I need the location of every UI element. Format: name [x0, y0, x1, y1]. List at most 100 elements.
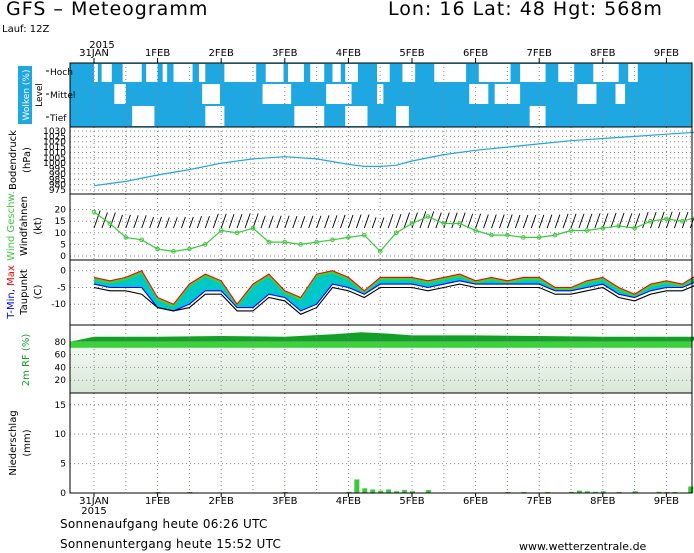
cloud-gap-mittel	[262, 84, 292, 104]
cloud-gap-hoch	[265, 64, 284, 82]
wind-barb	[188, 216, 194, 229]
cloud-gap-tief	[294, 106, 325, 126]
cloud-gap-hoch	[434, 64, 467, 82]
precip-bar	[592, 491, 598, 493]
day-label-bottom: 8FEB	[590, 496, 615, 507]
day-label-top: 4FEB	[336, 48, 361, 59]
precip-bar	[632, 491, 638, 493]
wind-barb	[93, 210, 101, 229]
cloud-gap-hoch	[558, 64, 575, 82]
cloud-gap-tief	[345, 106, 368, 126]
pressure-tick-label: 1010	[43, 148, 66, 158]
wind-speed-point	[584, 228, 590, 233]
dewpoint-line	[93, 283, 694, 315]
temperature-frame	[69, 259, 693, 326]
wind-speed-point	[107, 221, 113, 226]
year-label-top: 2015	[89, 40, 114, 51]
dewpoint-axis-label: Taupunkt	[19, 269, 30, 316]
wind-speed-point	[171, 249, 176, 254]
source-url[interactable]: www.wetterzentrale.de	[519, 540, 647, 553]
temp-warm-band	[94, 270, 694, 308]
wind-tick-label: 20	[55, 206, 67, 216]
cloud-gap-hoch	[224, 64, 257, 82]
pressure-tick-label: 1030	[43, 127, 66, 137]
cloud-gap-mittel	[615, 84, 626, 104]
humidity-tick-label: 60	[55, 351, 67, 361]
wind-barb	[522, 214, 529, 229]
wind-barb	[236, 214, 243, 229]
sunset-text: Sonnenuntergang heute 15:52 UTC	[60, 537, 282, 551]
precip-bar	[386, 489, 392, 493]
cloud-gap-hoch	[478, 64, 511, 82]
cloud-axis-label: Wolken (%)	[22, 70, 32, 121]
wind-speed-point	[250, 225, 256, 231]
wind-barb	[689, 216, 694, 229]
cloud-gap-mittel	[202, 84, 220, 104]
cloud-gap-tief	[396, 106, 409, 126]
wind-barb	[403, 212, 410, 229]
pressure-axis-label: Bodendruck	[8, 130, 19, 190]
wind-speed-point	[632, 225, 637, 231]
day-label-bottom: 7FEB	[527, 496, 552, 507]
wind-barb	[260, 215, 266, 229]
wind-barb	[586, 213, 593, 229]
precip-bar	[378, 490, 384, 493]
pressure-tick-label: 1000	[43, 159, 66, 169]
cloud-gap-mittel	[577, 84, 597, 104]
wind-barb	[538, 214, 545, 229]
wind-barb	[642, 212, 649, 229]
wind-barb	[292, 216, 298, 229]
day-label-bottom: 31JAN	[79, 496, 109, 507]
wind-barb	[395, 214, 402, 229]
humidity-tick-label: 20	[55, 376, 67, 386]
cloud-gap-hoch	[628, 64, 638, 82]
day-label-top: 5FEB	[399, 48, 424, 59]
wind-speed-point	[377, 249, 383, 254]
pressure-tick-label: 975	[49, 186, 66, 196]
wind-barb	[483, 214, 489, 229]
pressure-tick-label: 985	[49, 175, 66, 185]
cloud-level-label: Mittel	[50, 91, 75, 101]
wind-speed-point	[552, 232, 558, 238]
cloud-gap-hoch	[332, 64, 341, 82]
cloud-gap-mittel	[469, 84, 489, 104]
precip-bar	[402, 490, 408, 493]
wind-barb	[554, 214, 561, 229]
wind-speed-point	[266, 239, 272, 245]
wind-speed-point	[218, 228, 224, 233]
cloud-gap-hoch	[520, 64, 546, 82]
wind-barb	[475, 213, 482, 229]
precip-bar	[656, 491, 662, 493]
pressure-tick-label: 1020	[43, 138, 66, 148]
wind-speed-point	[441, 221, 447, 226]
day-label-top: 6FEB	[463, 48, 488, 59]
day-label-top: 1FEB	[145, 48, 170, 59]
wind-speed-point	[616, 223, 622, 229]
wind-barb	[546, 214, 553, 229]
wind-speed-point	[568, 228, 574, 233]
wind-barb	[244, 213, 251, 229]
wind-speed-point	[664, 216, 669, 222]
tmin-line	[93, 280, 694, 312]
pressure-tick-label: 1015	[43, 143, 66, 153]
wind-speed-point	[155, 246, 160, 252]
wind-speed-point	[648, 218, 653, 224]
pressure-tick-label: 995	[49, 165, 66, 175]
precipitation-frame	[69, 392, 693, 494]
day-label-bottom: 4FEB	[336, 496, 361, 507]
wind-speed-point	[203, 242, 208, 247]
day-label-top: 8FEB	[590, 48, 615, 59]
temp-unit-label: (C)	[33, 285, 44, 300]
day-label-top: 9FEB	[654, 48, 679, 59]
wind-speed-point	[473, 228, 478, 233]
wind-barb	[300, 216, 306, 229]
humidity-tick-label: 40	[55, 363, 67, 373]
model-run: Lauf: 12Z	[2, 24, 50, 35]
day-label-bottom: 3FEB	[272, 496, 297, 507]
wind-barb	[491, 214, 497, 229]
wind-barb	[506, 214, 513, 229]
wind-barb	[212, 213, 219, 229]
wind-barb	[125, 214, 131, 229]
wind-barb	[284, 215, 290, 229]
wind-speed-point	[139, 237, 144, 243]
